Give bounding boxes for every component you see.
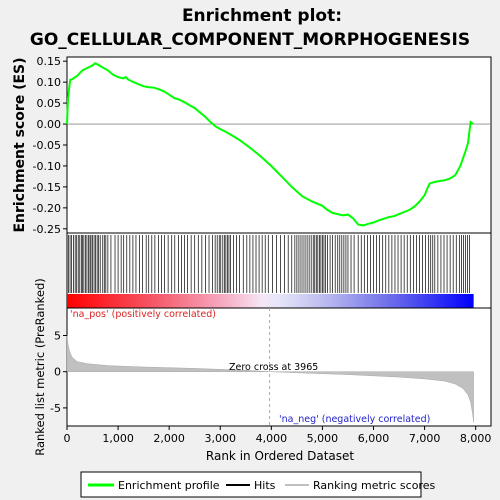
es-y-tick-label: -0.25: [33, 223, 61, 236]
enrichment-profile-line: [66, 62, 474, 227]
x-tick-label: 7,000: [409, 432, 441, 445]
x-tick-label: 1,000: [102, 432, 134, 445]
x-axis-label: Rank in Ordered Dataset: [206, 449, 354, 463]
es-y-tick-label: -0.10: [33, 160, 61, 173]
x-tick-label: 6,000: [358, 432, 390, 445]
legend-box: [80, 471, 422, 498]
x-tick-label: 4,000: [256, 432, 288, 445]
ranking-y-tick-label: -5: [50, 402, 61, 415]
x-tick-label: 0: [64, 432, 71, 445]
es-y-axis: 0.15 0.10 0.05 0.00 -0.05 -0.10 -0.15 -0.20 -0.2…: [33, 55, 67, 236]
legend-enrichment-label: Enrichment profile: [118, 479, 220, 492]
ranking-y-tick-label: 0: [54, 366, 61, 379]
title-line-1: Enrichment plot:: [182, 6, 342, 26]
es-panel: [66, 56, 492, 234]
legend-ranking-label: Ranking metric scores: [313, 479, 435, 492]
ranking-y-tick-label: 5: [54, 330, 61, 343]
es-y-tick-label: -0.15: [33, 181, 61, 194]
es-y-tick-label: -0.05: [33, 139, 61, 152]
es-y-tick-label: -0.20: [33, 202, 61, 215]
es-y-tick-label: 0.05: [37, 97, 62, 110]
title-line-2: GO_CELLULAR_COMPONENT_MORPHOGENESIS: [30, 30, 470, 50]
x-tick-label: 5,000: [307, 432, 339, 445]
neg-correlation-label: 'na_neg' (negatively correlated): [279, 414, 430, 425]
x-tick-label: 2,000: [153, 432, 185, 445]
x-axis: 0 1,000 2,000 3,000 4,000 5,000 6,000 7,000 8,00…: [64, 426, 492, 445]
zero-cross-label: Zero cross at 3965: [229, 362, 318, 373]
correlation-color-bar: [67, 294, 474, 308]
es-y-tick-label: 0.00: [37, 118, 62, 131]
hits-marks: [68, 235, 470, 293]
ranking-y-axis: 5 0 -5: [50, 330, 67, 415]
es-y-tick-label: 0.15: [37, 55, 62, 68]
pos-correlation-label: 'na_pos' (positively correlated): [70, 309, 216, 320]
es-y-label: Enrichment score (ES): [12, 57, 28, 232]
ranking-metric-area: [66, 335, 474, 423]
x-tick-label: 8,000: [460, 432, 492, 445]
legend-hits-label: Hits: [254, 479, 276, 492]
ranking-y-label: Ranked list metric (PreRanked): [33, 278, 47, 456]
x-tick-label: 3,000: [205, 432, 237, 445]
es-y-tick-label: 0.10: [37, 76, 62, 89]
